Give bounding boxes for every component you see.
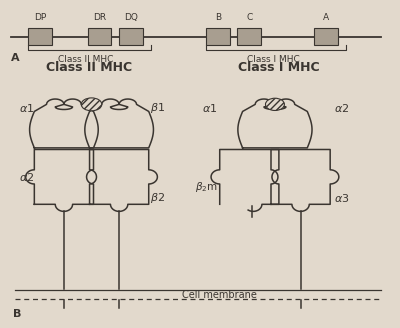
- Polygon shape: [30, 99, 98, 148]
- Text: B: B: [13, 309, 21, 319]
- Text: $\beta$2: $\beta$2: [150, 191, 165, 205]
- Text: DP: DP: [34, 13, 46, 22]
- Bar: [238, 28, 261, 45]
- Text: Class I MHC: Class I MHC: [238, 61, 320, 74]
- Ellipse shape: [266, 98, 284, 111]
- Text: Cell membrane: Cell membrane: [182, 290, 257, 299]
- Ellipse shape: [81, 98, 102, 111]
- Text: $\alpha$2: $\alpha$2: [334, 102, 350, 113]
- Text: DQ: DQ: [124, 13, 138, 22]
- Text: DR: DR: [93, 13, 106, 22]
- Text: Class II MHC: Class II MHC: [46, 61, 133, 74]
- Text: Class I MHC: Class I MHC: [246, 55, 299, 64]
- Bar: [28, 28, 52, 45]
- Polygon shape: [26, 150, 94, 211]
- Text: $\alpha$3: $\alpha$3: [334, 192, 350, 204]
- Text: $\beta$1: $\beta$1: [150, 101, 165, 114]
- Polygon shape: [211, 150, 279, 212]
- Text: A: A: [323, 13, 329, 22]
- Polygon shape: [90, 150, 157, 211]
- Text: $\alpha$1: $\alpha$1: [202, 102, 218, 113]
- Text: Class II MHC: Class II MHC: [58, 55, 113, 64]
- Text: C: C: [246, 13, 252, 22]
- Text: B: B: [215, 13, 221, 22]
- Bar: [88, 28, 111, 45]
- Polygon shape: [271, 150, 339, 211]
- Polygon shape: [238, 99, 312, 148]
- Bar: [206, 28, 230, 45]
- Bar: [314, 28, 338, 45]
- Bar: [119, 28, 143, 45]
- Polygon shape: [85, 99, 154, 148]
- Text: $\alpha$2: $\alpha$2: [19, 171, 34, 183]
- Text: A: A: [11, 52, 19, 63]
- Text: $\beta_2$m: $\beta_2$m: [195, 179, 218, 194]
- Text: $\alpha$1: $\alpha$1: [19, 102, 34, 113]
